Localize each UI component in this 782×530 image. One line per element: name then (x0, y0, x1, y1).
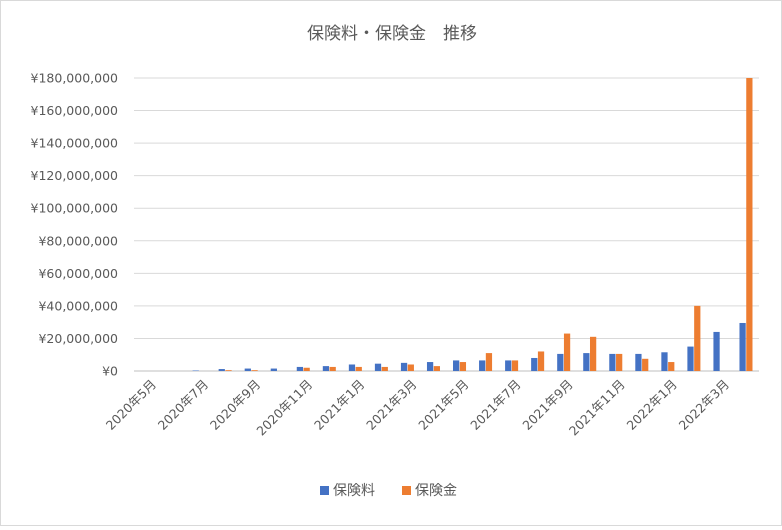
premium-bar (245, 369, 251, 371)
bars (193, 78, 753, 371)
claim-bar (304, 368, 310, 371)
premium-bar (713, 332, 719, 371)
premium-bar (687, 347, 693, 371)
legend-swatch (402, 486, 411, 495)
claim-bar (460, 362, 466, 371)
premium-bar (609, 354, 615, 371)
claim-bar (538, 351, 544, 371)
claim-bar (225, 370, 231, 371)
premium-bar (453, 360, 459, 371)
legend-label: 保険料 (333, 483, 375, 499)
claim-bar (408, 364, 414, 371)
y-tick-label: ¥60,000,000 (38, 266, 118, 281)
claim-bar (251, 370, 257, 371)
premium-bar (271, 369, 277, 371)
claim-bar (512, 360, 518, 371)
premium-bar (401, 363, 407, 371)
premium-bar (635, 354, 641, 371)
x-tick-label: 2021年3月 (363, 377, 419, 433)
legend-swatch (320, 486, 329, 495)
premium-bar (375, 364, 381, 371)
chart-title: 保険料・保険金 推移 (307, 24, 477, 44)
claim-bar (382, 367, 388, 371)
premium-bar (505, 360, 511, 371)
y-tick-label: ¥0 (102, 364, 118, 379)
x-tick-label: 2021年5月 (415, 377, 471, 433)
claim-bar (616, 354, 622, 371)
gridlines (134, 78, 759, 371)
y-tick-label: ¥20,000,000 (38, 331, 118, 346)
y-tick-label: ¥40,000,000 (38, 298, 118, 313)
claim-bar (564, 334, 570, 371)
premium-bar (739, 323, 745, 371)
y-tick-label: ¥100,000,000 (31, 201, 119, 216)
premium-bar (661, 352, 667, 371)
claim-bar (642, 359, 648, 371)
premium-bar (323, 366, 329, 371)
y-tick-label: ¥160,000,000 (31, 103, 119, 118)
claim-bar (356, 367, 362, 371)
x-tick-label: 2020年11月 (253, 377, 315, 439)
x-tick-label: 2020年9月 (207, 377, 263, 433)
premium-bar (557, 354, 563, 371)
x-axis-ticks: 2020年5月2020年7月2020年9月2020年11月2021年1月2021… (103, 377, 732, 439)
legend: 保険料 保険金 (320, 483, 457, 499)
premium-bar (427, 362, 433, 371)
claim-bar (746, 78, 752, 371)
claim-bar (434, 366, 440, 371)
premium-bar (583, 353, 589, 371)
x-tick-label: 2020年5月 (103, 377, 159, 433)
claim-bar (330, 367, 336, 371)
x-tick-label: 2021年11月 (566, 377, 628, 439)
x-tick-label: 2021年7月 (467, 377, 523, 433)
x-tick-label: 2021年9月 (519, 377, 575, 433)
x-tick-label: 2020年7月 (155, 377, 211, 433)
premium-bar (479, 360, 485, 371)
claim-bar (694, 306, 700, 371)
y-tick-label: ¥120,000,000 (31, 168, 119, 183)
premium-bar (349, 364, 355, 371)
y-tick-label: ¥80,000,000 (38, 233, 118, 248)
premium-bar (531, 358, 537, 371)
claim-bar (668, 362, 674, 371)
y-tick-label: ¥140,000,000 (31, 136, 119, 151)
legend-label: 保険金 (415, 483, 457, 499)
claim-bar (590, 337, 596, 371)
claim-bar (486, 353, 492, 371)
premium-bar (219, 369, 225, 371)
x-tick-label: 2022年1月 (624, 377, 680, 433)
x-tick-label: 2021年1月 (311, 377, 367, 433)
premium-bar (297, 367, 303, 371)
y-axis-ticks: ¥0 ¥20,000,000 ¥40,000,000 ¥60,000,000 ¥80,0… (31, 71, 119, 379)
x-tick-label: 2022年3月 (676, 377, 732, 433)
y-tick-label: ¥180,000,000 (31, 71, 119, 86)
